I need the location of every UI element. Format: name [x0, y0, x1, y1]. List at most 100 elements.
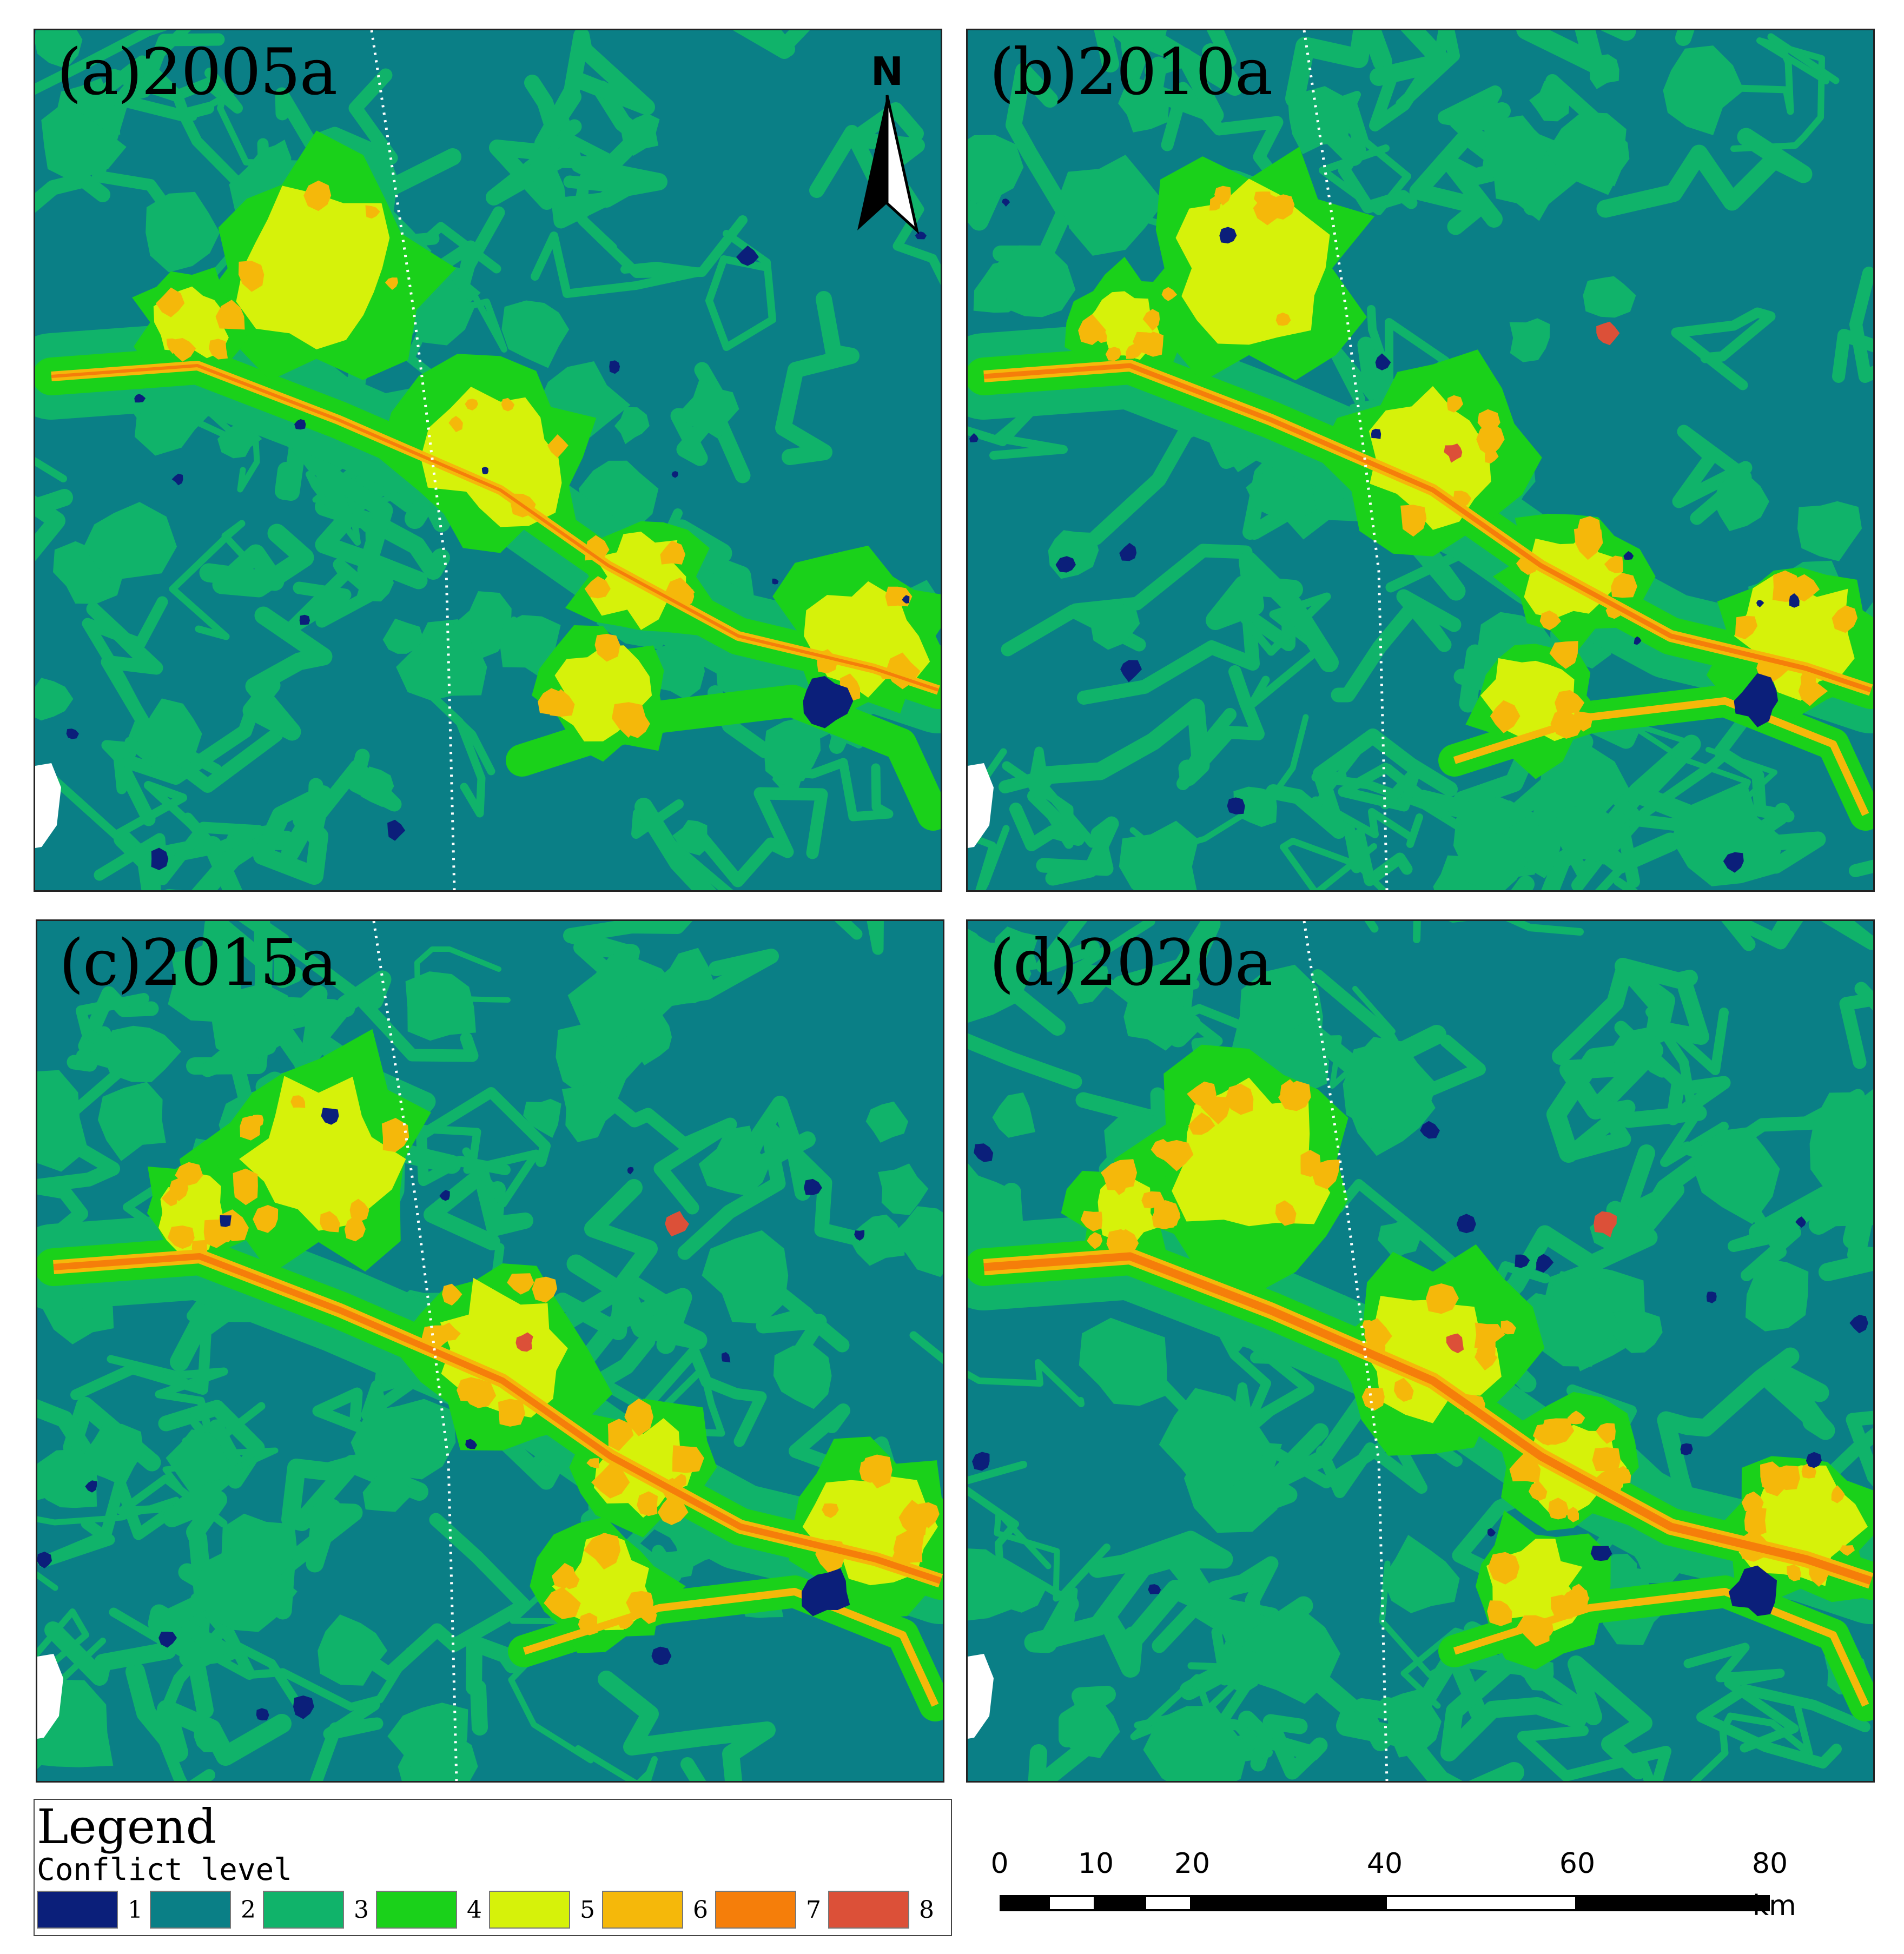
- legend-item-level-1: 1: [37, 1891, 150, 1929]
- boundary-line: [1303, 921, 1389, 1781]
- hotspot-level-8: [1444, 443, 1463, 463]
- urban-edge-level-6: [637, 1491, 658, 1516]
- zone-level-3: [424, 1167, 533, 1250]
- urban-edge-level-6: [1476, 1340, 1496, 1362]
- legend-item-level-2: 2: [150, 1891, 263, 1929]
- zone-level-3: [501, 300, 570, 368]
- scale-segment: [1144, 1895, 1192, 1911]
- zone-level-3: [67, 986, 159, 1072]
- urban-edge-level-6: [1488, 1552, 1520, 1585]
- scale-segment: [1577, 1895, 1770, 1911]
- zone-level-3: [41, 102, 127, 180]
- zone-level-3: [37, 1128, 120, 1259]
- zone-level-1: [1487, 1528, 1496, 1537]
- urban-edge-level-6: [448, 416, 463, 432]
- zone-level-3: [318, 1614, 388, 1686]
- urban-edge-level-6: [594, 634, 620, 662]
- urban-edge-level-6: [320, 1211, 340, 1233]
- zone-level-3: [534, 30, 655, 151]
- urban-edge-level-6: [1393, 1377, 1414, 1402]
- zone-level-3: [1531, 746, 1630, 836]
- corridor-level-6: [523, 1588, 939, 1707]
- zone-level-3: [705, 230, 776, 351]
- urban-edge-level-6: [1614, 1466, 1631, 1484]
- corridor-level-7: [53, 1253, 942, 1584]
- zone-level-3: [630, 1009, 672, 1065]
- panel-title-2005: (a)2005a: [57, 35, 338, 109]
- zone-level-1: [651, 1646, 672, 1666]
- zone-level-3: [453, 591, 512, 660]
- zone-level-3: [242, 606, 333, 741]
- zone-level-3: [575, 1745, 658, 1781]
- legend-item-level-4: 4: [376, 1891, 489, 1929]
- zone-level-3: [1288, 86, 1351, 155]
- zone-level-3: [266, 140, 292, 176]
- zone-level-1: [66, 728, 79, 739]
- zone-level-1: [772, 578, 779, 585]
- conflict-map-2015: [37, 921, 943, 1781]
- zone-level-3: [37, 1496, 180, 1591]
- legend-subtitle: Conflict level: [37, 1852, 293, 1887]
- zone-level-3: [194, 1545, 298, 1632]
- zone-level-1: [387, 819, 406, 841]
- zone-level-3: [1338, 95, 1418, 214]
- zone-level-3: [1118, 77, 1169, 133]
- zone-level-3: [418, 683, 495, 818]
- zone-level-3: [835, 921, 884, 955]
- urban-edge-level-6: [1798, 680, 1828, 706]
- zone-level-1: [220, 1215, 232, 1227]
- zone-level-1: [1590, 1546, 1612, 1561]
- zone-level-3: [1511, 806, 1640, 890]
- zone-level-3: [387, 1703, 468, 1780]
- zone-level-1: [293, 1695, 314, 1719]
- urban-edge-level-6: [1161, 287, 1178, 301]
- zone-level-3: [351, 1513, 531, 1681]
- scale-tick-label: 20: [1174, 1847, 1211, 1880]
- zone-level-3: [578, 460, 659, 533]
- legend: Legend Conflict level 1 2 3 4 5 6 7 8: [34, 1799, 952, 1936]
- zone-level-1: [1119, 542, 1137, 561]
- zone-level-1: [722, 1352, 731, 1363]
- zone-level-3: [968, 135, 1024, 204]
- zone-level-3: [531, 231, 704, 298]
- urban-core-level-5: [239, 1076, 406, 1231]
- urban-edge-level-6: [1214, 186, 1231, 206]
- urban-edge-level-6: [290, 1095, 306, 1108]
- zone-level-3: [1280, 838, 1478, 890]
- urban-edge-level-6: [1574, 526, 1603, 560]
- legend-level-label: 8: [919, 1896, 934, 1924]
- urban-edge-level-6: [673, 1474, 686, 1488]
- zone-level-1: [439, 1190, 450, 1201]
- zone-level-3: [37, 1477, 193, 1568]
- zone-level-1: [1120, 660, 1142, 683]
- zone-level-3: [1024, 1546, 1188, 1653]
- urban-edge-level-6: [169, 1178, 189, 1202]
- zone-level-1: [1456, 1214, 1476, 1234]
- zone-level-3: [781, 758, 894, 822]
- legend-item-level-6: 6: [602, 1891, 715, 1929]
- no-data-area: [35, 763, 61, 848]
- zone-level-3: [968, 153, 1015, 231]
- zone-level-1: [158, 1632, 177, 1648]
- zone-level-3: [382, 618, 424, 654]
- zone-level-3: [485, 1179, 658, 1365]
- zone-level-3: [1564, 1095, 1707, 1161]
- zone-level-3: [37, 1449, 98, 1508]
- zone-level-3: [1060, 961, 1110, 1005]
- urban-edge-level-6: [1790, 574, 1820, 602]
- urban-edge-level-6: [1490, 1607, 1503, 1622]
- zone-level-3: [1036, 921, 1100, 973]
- zone-level-3: [598, 1090, 737, 1215]
- zone-level-3: [693, 787, 828, 887]
- scale-segment: [1000, 1895, 1048, 1911]
- zone-level-3: [1832, 267, 1873, 383]
- zone-level-3: [563, 921, 693, 958]
- zone-level-3: [1696, 1684, 1870, 1768]
- zone-level-1: [974, 1143, 994, 1162]
- zone-level-1: [1623, 551, 1634, 560]
- zone-level-3: [773, 1344, 832, 1409]
- conflict-map-2020: [968, 921, 1873, 1781]
- zone-level-3: [416, 1087, 551, 1186]
- zone-level-3: [698, 1125, 771, 1196]
- urban-edge-level-6: [240, 1116, 261, 1141]
